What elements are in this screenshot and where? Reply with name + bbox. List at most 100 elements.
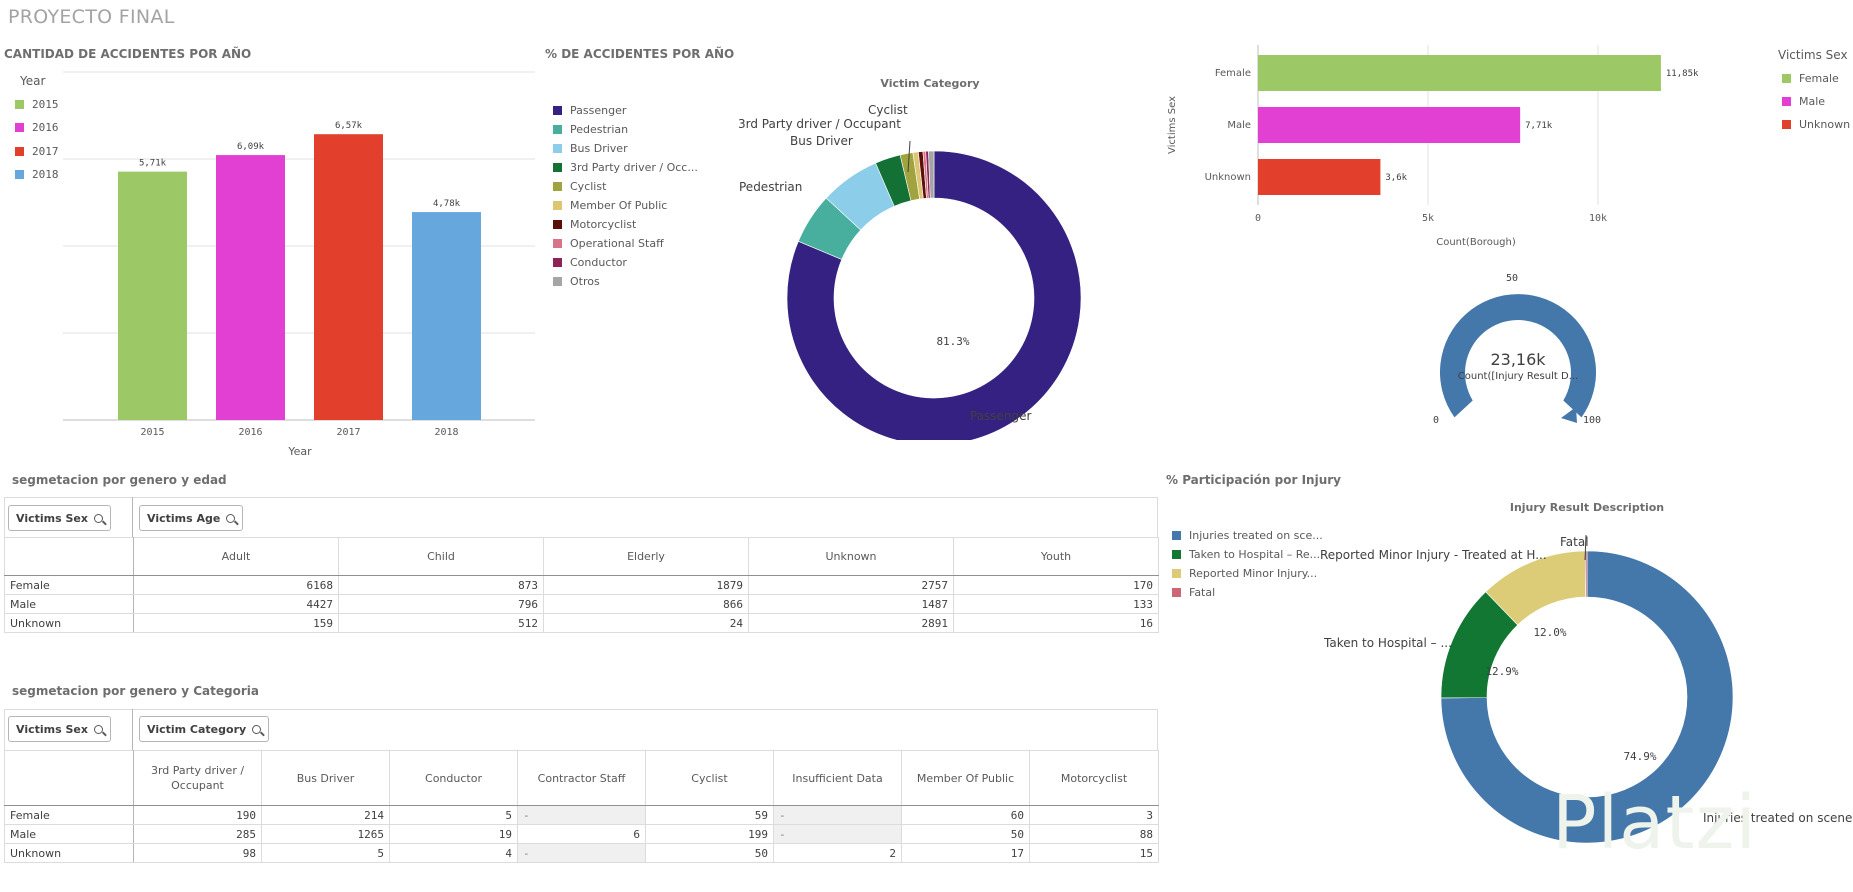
- dim-button-victims-sex[interactable]: Victims Sex: [8, 505, 111, 531]
- category-pivot-table[interactable]: 3rd Party driver / Occupant Bus Driver C…: [4, 750, 1159, 863]
- legend-swatch: [15, 170, 24, 179]
- column-header[interactable]: Contractor Staff: [517, 750, 646, 806]
- victim-category-slice[interactable]: [786, 150, 1082, 440]
- table-row[interactable]: Unknown 98 5 4 - 50 2 17 15: [4, 843, 1159, 863]
- table-row[interactable]: Male 4427 796 866 1487 133: [4, 594, 1159, 614]
- slice-pct-scene: 74.9%: [1623, 750, 1656, 763]
- table-row[interactable]: Unknown 159 512 24 2891 16: [4, 613, 1159, 633]
- legend-item-2015[interactable]: 2015: [15, 98, 59, 111]
- sex-x-tick: 10k: [1589, 213, 1607, 224]
- column-header[interactable]: Insufficient Data: [773, 750, 902, 806]
- slice-label-third-party: 3rd Party driver / Occupant: [738, 117, 901, 131]
- legend-item-operational-staff[interactable]: Operational Staff: [553, 237, 664, 250]
- legend-title-year: Year: [20, 74, 46, 88]
- gauge-value: 23,16k: [1490, 350, 1546, 369]
- sex-bar-value-label: 3,6k: [1385, 173, 1407, 183]
- table-header-row: 3rd Party driver / Occupant Bus Driver C…: [4, 750, 1159, 806]
- legend-item-motorcyclist[interactable]: Motorcyclist: [553, 218, 636, 231]
- year-bar[interactable]: [216, 155, 285, 420]
- legend-swatch: [553, 163, 562, 172]
- year-bar[interactable]: [412, 212, 481, 420]
- legend-item-unknown[interactable]: Unknown: [1782, 118, 1850, 131]
- legend-item-2018[interactable]: 2018: [15, 168, 59, 181]
- table-cell-null: -: [517, 843, 646, 863]
- legend-item-passenger[interactable]: Passenger: [553, 104, 626, 117]
- column-header[interactable]: Adult: [133, 537, 339, 576]
- legend-item-bus-driver[interactable]: Bus Driver: [553, 142, 628, 155]
- legend-item-pedestrian[interactable]: Pedestrian: [553, 123, 628, 136]
- legend-item-injuries-scene[interactable]: Injuries treated on sce...: [1172, 529, 1323, 542]
- legend-item-minor-injury[interactable]: Reported Minor Injury...: [1172, 567, 1317, 580]
- legend-title-sex: Victims Sex: [1778, 48, 1848, 62]
- column-header[interactable]: Conductor: [389, 750, 518, 806]
- legend-swatch: [1172, 569, 1181, 578]
- legend-item-fatal[interactable]: Fatal: [1172, 586, 1215, 599]
- victim-category-slice[interactable]: [928, 150, 935, 199]
- table-cell: 159: [133, 613, 339, 633]
- legend-item-2016[interactable]: 2016: [15, 121, 59, 134]
- legend-item-conductor[interactable]: Conductor: [553, 256, 627, 269]
- sex-bar-value-label: 7,71k: [1525, 121, 1553, 131]
- legend-label: Unknown: [1799, 118, 1851, 131]
- table-corner-cell: [4, 537, 134, 576]
- age-pivot-table[interactable]: Adult Child Elderly Unknown Youth Female…: [4, 537, 1159, 633]
- year-bar-value-label: 6,57k: [335, 121, 363, 131]
- sex-bar-chart[interactable]: Victims Sex 11,85k Female 7,71k Male 3,6k Unk…: [1160, 40, 1720, 255]
- dim-button-victims-age[interactable]: Victims Age: [139, 505, 244, 531]
- callout-line-fatal: [1584, 534, 1587, 561]
- legend-item-third-party[interactable]: 3rd Party driver / Occ...: [553, 161, 698, 174]
- table-top-border: [4, 709, 1158, 710]
- table-cell: 1265: [261, 824, 390, 844]
- search-icon: [93, 724, 103, 734]
- slice-label-fatal: Fatal: [1560, 535, 1589, 549]
- injury-donut[interactable]: Injury Result Description Fatal Reported…: [1300, 490, 1853, 892]
- dim-button-label: Victims Sex: [16, 722, 88, 736]
- table-row[interactable]: Female 190 214 5 - 59 - 60 3: [4, 805, 1159, 825]
- legend-label: Fatal: [1189, 586, 1216, 599]
- legend-item-male[interactable]: Male: [1782, 95, 1825, 108]
- legend-swatch: [553, 106, 562, 115]
- year-x-tick: 2016: [238, 427, 262, 438]
- year-x-tick: 2015: [140, 427, 164, 438]
- legend-item-female[interactable]: Female: [1782, 72, 1839, 85]
- year-bar-value-label: 6,09k: [237, 142, 265, 152]
- sex-bar[interactable]: [1258, 55, 1661, 91]
- column-header[interactable]: Cyclist: [645, 750, 774, 806]
- legend-swatch: [553, 144, 562, 153]
- year-bar[interactable]: [118, 171, 187, 420]
- year-bar[interactable]: [314, 134, 383, 420]
- column-header[interactable]: Bus Driver: [261, 750, 390, 806]
- table-top-border: [4, 497, 1158, 498]
- sex-category-label: Unknown: [1205, 172, 1251, 183]
- column-header[interactable]: 3rd Party driver / Occupant: [133, 750, 262, 806]
- panel-title-year-bars: CANTIDAD DE ACCIDENTES POR AÑO: [4, 47, 252, 61]
- sex-bar[interactable]: [1258, 107, 1521, 143]
- slice-label-minor: Reported Minor Injury - Treated at H...: [1320, 548, 1547, 562]
- column-header[interactable]: Child: [338, 537, 544, 576]
- year-bar-chart[interactable]: 5,71k 2015 6,09k 2016 6,57k 2017 4,78k 2018 Yea…: [0, 60, 545, 470]
- dim-button-victims-sex[interactable]: Victims Sex: [8, 716, 111, 742]
- legend-swatch: [1172, 588, 1181, 597]
- legend-item-otros[interactable]: Otros: [553, 275, 600, 288]
- victim-category-donut[interactable]: Victim Category Passenger Pedestrian Bus…: [700, 60, 1140, 440]
- table-row[interactable]: Male 285 1265 19 6 199 - 50 88: [4, 824, 1159, 844]
- injury-slice[interactable]: [1440, 550, 1734, 844]
- column-header[interactable]: Elderly: [543, 537, 749, 576]
- sex-category-label: Female: [1215, 68, 1251, 79]
- column-header[interactable]: Youth: [953, 537, 1159, 576]
- dim-button-victim-category[interactable]: Victim Category: [139, 716, 270, 742]
- column-header[interactable]: Unknown: [748, 537, 954, 576]
- legend-item-2017[interactable]: 2017: [15, 145, 59, 158]
- legend-item-taken-hospital[interactable]: Taken to Hospital – Re...: [1172, 548, 1320, 561]
- column-header[interactable]: Member Of Public: [901, 750, 1030, 806]
- column-header[interactable]: Motorcyclist: [1029, 750, 1159, 806]
- table-corner-cell: [4, 750, 134, 806]
- app-title: PROYECTO FINAL: [8, 6, 175, 28]
- table-row[interactable]: Female 6168 873 1879 2757 170: [4, 575, 1159, 595]
- legend-swatch: [553, 258, 562, 267]
- injury-count-gauge[interactable]: 50 0 100 23,16k Count([Injury Result D..…: [1400, 265, 1620, 440]
- sex-bar[interactable]: [1258, 159, 1381, 195]
- legend-item-member-public[interactable]: Member Of Public: [553, 199, 667, 212]
- legend-item-cyclist[interactable]: Cyclist: [553, 180, 606, 193]
- sex-x-tick: 0: [1255, 213, 1261, 224]
